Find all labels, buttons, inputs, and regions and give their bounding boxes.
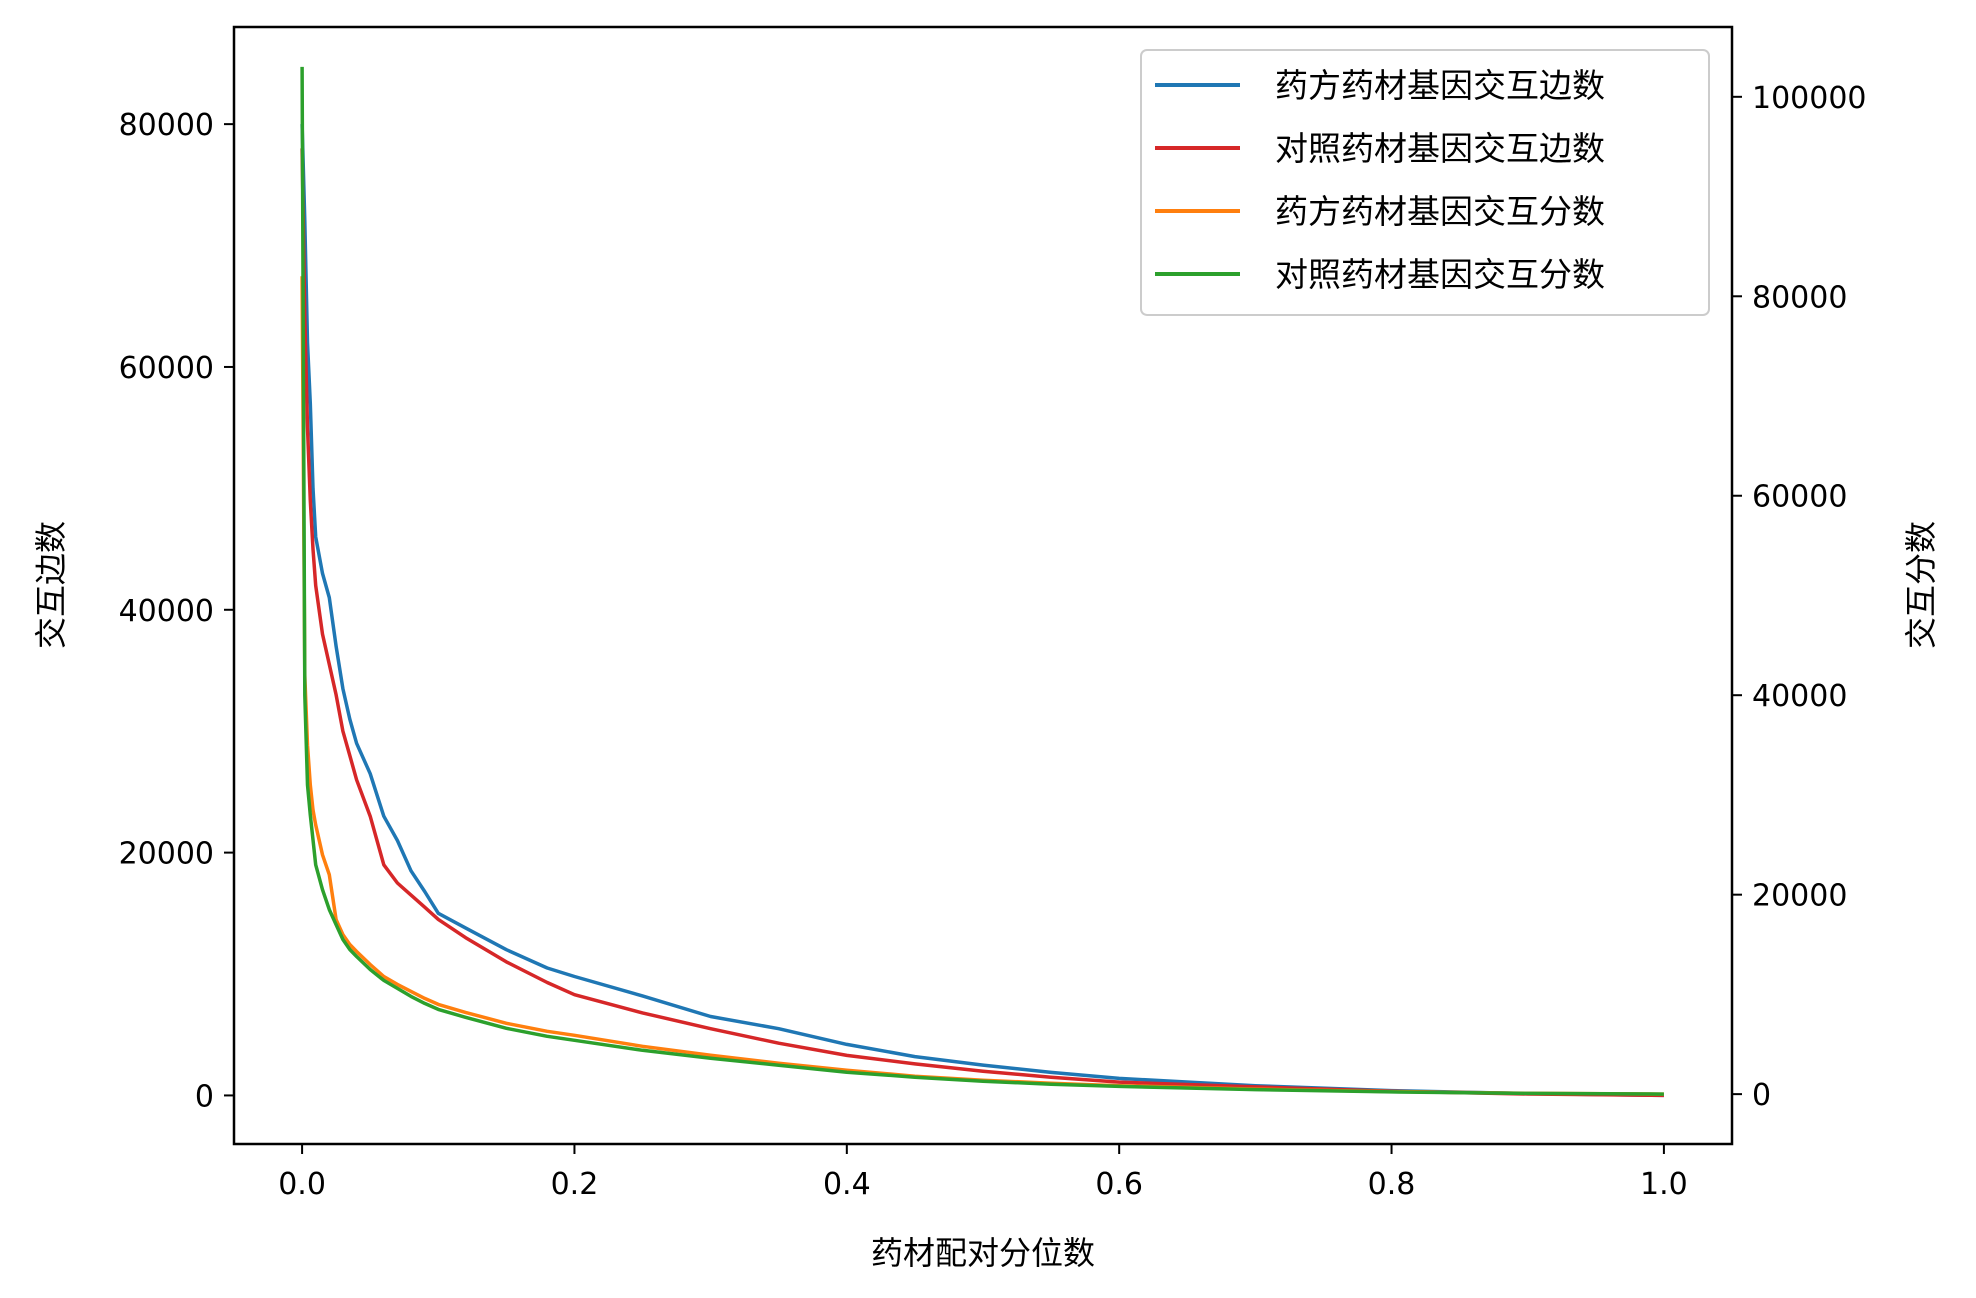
y-axis-right: 0 20000 40000 60000 80000 100000 <box>1732 81 1867 1113</box>
series-line-2 <box>300 148 1664 1098</box>
y-right-tick-label: 60000 <box>1752 480 1847 515</box>
y-axis-left-label: 交互边数 <box>32 521 70 649</box>
y-left-tick-label: 20000 <box>119 837 214 872</box>
legend-entry: 对照药材基因交互边数 <box>1155 129 1605 168</box>
y-axis-left: 0 20000 40000 60000 80000 <box>119 108 234 1114</box>
x-tick-label: 0.2 <box>551 1167 599 1202</box>
y-left-tick-label: 80000 <box>119 108 214 143</box>
legend-label: 药方药材基因交互分数 <box>1275 192 1605 231</box>
y-right-tick-label: 100000 <box>1752 81 1867 116</box>
legend-entry: 对照药材基因交互分数 <box>1155 255 1605 294</box>
y-right-tick-label: 20000 <box>1752 879 1847 914</box>
x-tick-label: 0.8 <box>1368 1167 1416 1202</box>
y-left-tick-label: 60000 <box>119 351 214 386</box>
legend-label: 药方药材基因交互边数 <box>1275 66 1605 105</box>
x-tick-label: 0.6 <box>1095 1167 1143 1202</box>
series-line-4 <box>300 66 1664 1096</box>
y-left-tick-label: 40000 <box>119 594 214 629</box>
legend-label: 对照药材基因交互分数 <box>1275 255 1605 294</box>
x-tick-label: 0.4 <box>823 1167 871 1202</box>
x-axis: 0.0 0.2 0.4 0.6 0.8 1.0 <box>278 1144 1688 1202</box>
x-tick-label: 0.0 <box>278 1167 326 1202</box>
y-right-tick-label: 0 <box>1752 1078 1771 1113</box>
plot-frame <box>232 25 1734 1146</box>
y-right-tick-label: 40000 <box>1752 679 1847 714</box>
legend-entry: 药方药材基因交互分数 <box>1155 192 1605 231</box>
legend-box <box>1140 49 1710 316</box>
y-axis-right-label: 交互分数 <box>1902 521 1940 649</box>
y-left-tick-label: 0 <box>195 1079 214 1114</box>
legend: 药方药材基因交互边数 对照药材基因交互边数 药方药材基因交互分数 对照药材基因交… <box>1140 49 1710 316</box>
plot-lines <box>300 66 1664 1098</box>
x-axis-label: 药材配对分位数 <box>871 1234 1095 1272</box>
x-tick-label: 1.0 <box>1640 1167 1688 1202</box>
legend-entry: 药方药材基因交互边数 <box>1155 66 1605 105</box>
y-right-tick-label: 80000 <box>1752 280 1847 315</box>
legend-label: 对照药材基因交互边数 <box>1275 129 1605 168</box>
series-line-1 <box>300 124 1664 1098</box>
